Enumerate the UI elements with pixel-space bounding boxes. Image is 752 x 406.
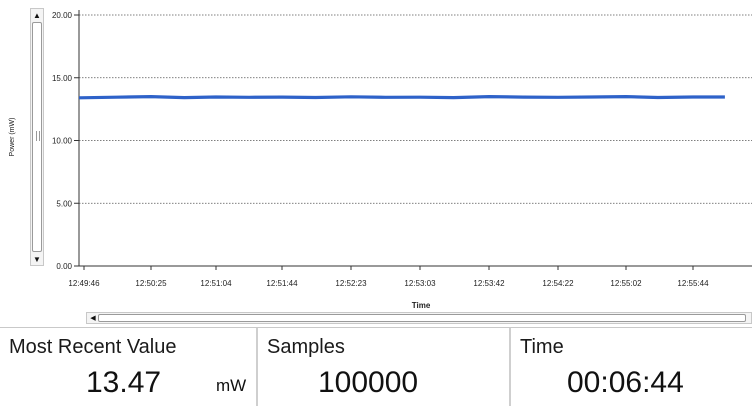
most-recent-value: 13.47 [86,366,162,399]
x-tick-label: 12:51:04 [200,279,232,288]
chart-grid [79,14,752,204]
scroll-left-arrow-icon[interactable]: ◀ [90,315,96,322]
x-tick-label: 12:53:42 [473,279,505,288]
samples-box: Samples 100000 [258,328,511,406]
x-tick-label: 12:50:25 [135,279,167,288]
samples-value: 100000 [318,366,419,399]
vertical-scrollbar[interactable]: ▲ ▼ [30,8,44,266]
x-tick-label: 12:54:22 [542,279,574,288]
samples-label: Samples [267,336,345,358]
time-box: Time 00:06:44 [511,328,752,406]
most-recent-value-box: Most Recent Value 13.47 mW [0,328,258,406]
time-label: Time [520,336,564,358]
power-chart: 12:49:46 12:50:25 12:51:04 12:51:44 12:52:23… [9,10,752,310]
x-tick-label: 12:51:44 [266,279,298,288]
y-tick-label: 5.00 [56,199,72,208]
x-tick-label: 12:55:02 [610,279,642,288]
chart-series [78,94,725,100]
y-tick-label: 15.00 [52,74,73,83]
horizontal-scroll-thumb[interactable] [98,314,746,322]
chart-axes [74,10,752,270]
y-tick-labels: 0.00 5.00 10.00 15.00 20.00 [52,11,73,271]
scroll-up-arrow-icon[interactable]: ▲ [33,10,41,20]
vertical-scroll-thumb[interactable] [32,22,42,252]
stats-panel: Most Recent Value 13.47 mW Samples 10000… [0,327,752,406]
most-recent-value-unit: mW [216,376,247,395]
y-tick-label: 10.00 [52,137,73,146]
x-tick-labels: 12:49:46 12:50:25 12:51:04 12:51:44 12:52:23… [68,279,709,288]
x-tick-label: 12:55:44 [677,279,709,288]
most-recent-value-label: Most Recent Value [9,336,177,358]
scroll-down-arrow-icon[interactable]: ▼ [33,254,41,264]
x-tick-label: 12:53:03 [404,279,436,288]
y-tick-label: 20.00 [52,11,73,20]
time-value: 00:06:44 [567,366,684,399]
x-axis-title: Time [412,301,431,310]
y-tick-label: 0.00 [56,262,72,271]
x-tick-label: 12:49:46 [68,279,100,288]
power-series-line [78,94,725,100]
y-axis-title: Power (mW) [9,118,16,157]
x-tick-label: 12:52:23 [335,279,367,288]
horizontal-scrollbar[interactable]: ◀ [86,312,752,324]
